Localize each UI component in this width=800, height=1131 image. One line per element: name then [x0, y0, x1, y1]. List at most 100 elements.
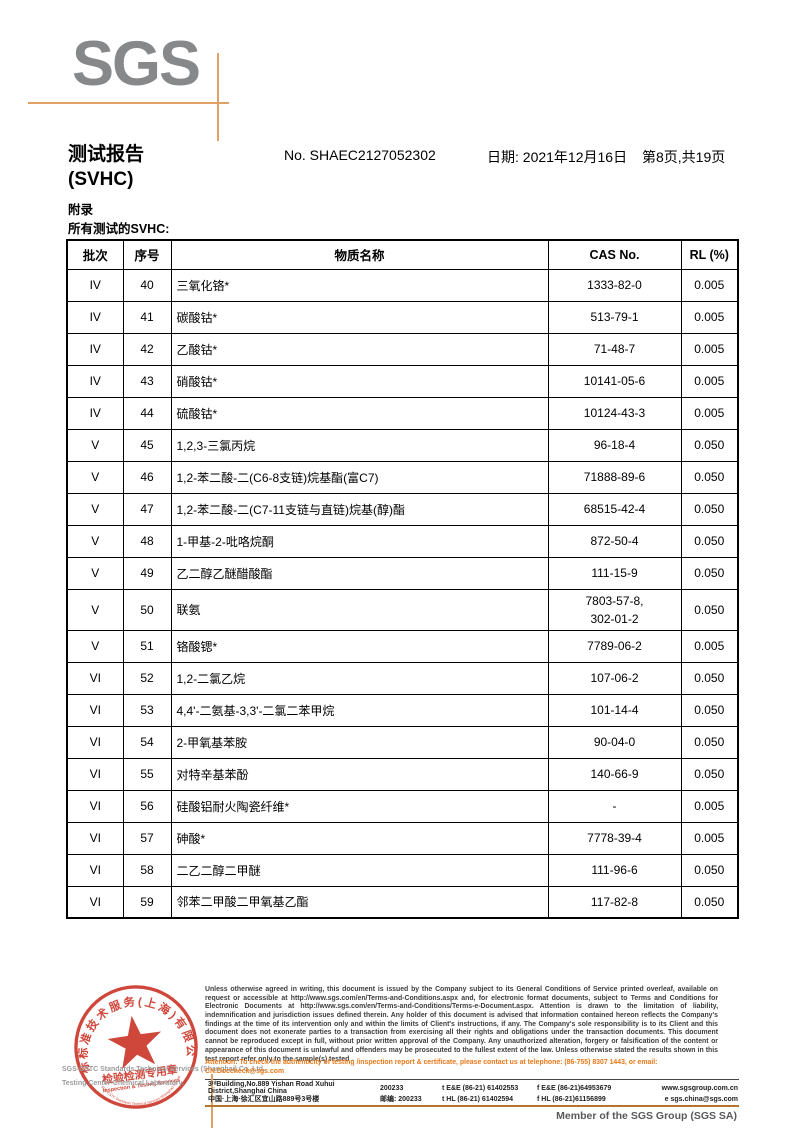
- report-title: 测试报告: [68, 144, 145, 165]
- phone-cn: t HL (86-21) 61402594: [442, 1095, 514, 1103]
- postcode-en: 200233: [380, 1084, 404, 1092]
- table-row: VI 58 二乙二醇二甲醚 111-96-6 0.050: [66, 853, 739, 887]
- cell-name: 硫酸钴*: [170, 396, 549, 430]
- stamp-star: [107, 1015, 162, 1069]
- inspection-stamp: 通标标准技术服务(上海)有限公司 检验检测专用章 Inspection & Te…: [64, 975, 200, 1112]
- cell-rl: 0.005: [680, 300, 739, 334]
- cell-batch: VI: [66, 821, 124, 855]
- website: www.sgsgroup.com.cn: [661, 1084, 738, 1092]
- cell-rl: 0.050: [680, 661, 739, 695]
- cell-name: 1-甲基-2-吡咯烷酮: [170, 524, 549, 558]
- postcode-cn: 邮编: 200233: [380, 1096, 422, 1103]
- cell-rl: 0.050: [680, 725, 739, 759]
- svhc-substances-table: 批次 序号 物质名称 CAS No. RL (%) IV 40 三氧化铬* 1333-82-0…: [66, 239, 739, 919]
- cell-rl: 0.050: [680, 460, 739, 494]
- cell-cas: 7778-39-4: [547, 821, 682, 855]
- cell-name: 硝酸钴*: [170, 364, 549, 398]
- attention-notice: Attention: To check the authenticity of …: [205, 1059, 658, 1075]
- cell-batch: VI: [66, 757, 124, 791]
- cell-batch: V: [66, 556, 124, 590]
- address-en: 3ʳᵈBuilding,No.889 Yishan Road Xuhui Dis…: [208, 1081, 335, 1095]
- cell-batch: V: [66, 460, 124, 494]
- column-header-4: RL (%): [680, 239, 739, 270]
- column-header-1: 序号: [122, 239, 172, 270]
- table-row: IV 43 硝酸钴* 10141-05-6 0.005: [66, 364, 739, 398]
- cell-name: 联氨: [170, 588, 549, 631]
- cell-cas: 71888-89-6: [547, 460, 682, 494]
- table-row: VI 56 硅酸铝耐火陶瓷纤维* -0.005: [66, 789, 739, 823]
- cell-batch: V: [66, 492, 124, 526]
- cell-no: 57: [122, 821, 172, 855]
- table-row: V 46 1,2-苯二酸-二(C6-8支链)烷基酯(富C7) 71888-89-6 0.…: [66, 460, 739, 494]
- company-name-line: SGS-CSTC Standards Technical Services (S…: [62, 1066, 265, 1073]
- cell-rl: 0.050: [680, 853, 739, 887]
- cell-cas: 140-66-9: [547, 757, 682, 791]
- table-row: VI 52 1,2-二氯乙烷 107-06-2 0.050: [66, 661, 739, 695]
- cell-no: 54: [122, 725, 172, 759]
- cell-no: 53: [122, 693, 172, 727]
- cell-cas: 1333-82-0: [547, 268, 682, 302]
- table-row: IV 41 碳酸钴* 513-79-1 0.005: [66, 300, 739, 334]
- cell-cas: 107-06-2: [547, 661, 682, 695]
- cell-rl: 0.050: [680, 556, 739, 590]
- cell-batch: V: [66, 588, 124, 631]
- appendix-label: 附录: [68, 203, 94, 217]
- cell-no: 45: [122, 428, 172, 462]
- table-row: V 45 1,2,3-三氯丙烷 96-18-4 0.050: [66, 428, 739, 462]
- column-header-2: 物质名称: [170, 239, 549, 270]
- cell-rl: 0.050: [680, 588, 739, 631]
- table-header-row: 批次 序号 物质名称 CAS No. RL (%): [66, 239, 739, 270]
- cell-no: 42: [122, 332, 172, 366]
- cell-batch: IV: [66, 300, 124, 334]
- cell-name: 1,2-苯二酸-二(C6-8支链)烷基酯(富C7): [170, 460, 549, 494]
- cell-name: 4,4'-二氨基-3,3'-二氯二苯甲烷: [170, 693, 549, 727]
- cell-name: 二乙二醇二甲醚: [170, 853, 549, 887]
- cell-name: 乙酸钴*: [170, 332, 549, 366]
- cell-rl: 0.005: [680, 332, 739, 366]
- cell-no: 56: [122, 789, 172, 823]
- cell-no: 51: [122, 629, 172, 663]
- table-row: V 47 1,2-苯二酸-二(C7-11支链与直链)烷基(醇)酯 68515-42-4…: [66, 492, 739, 526]
- cell-batch: V: [66, 428, 124, 462]
- cell-batch: VI: [66, 789, 124, 823]
- cell-name: 乙二醇乙醚醋酸酯: [170, 556, 549, 590]
- logo-crosshair-vertical: [217, 53, 219, 141]
- tested-svhc-label: 所有测试的SVHC:: [68, 222, 170, 236]
- cell-cas: -: [547, 789, 682, 823]
- table-row: IV 44 硫酸钴* 10124-43-3 0.005: [66, 396, 739, 430]
- cell-no: 55: [122, 757, 172, 791]
- address-cn: 中国·上海·徐汇区宜山路889号3号楼: [208, 1096, 320, 1103]
- cell-no: 40: [122, 268, 172, 302]
- cell-cas: 10124-43-3: [547, 396, 682, 430]
- page-indicator: 第8页,共19页: [642, 149, 726, 165]
- cell-no: 50: [122, 588, 172, 631]
- cell-cas: 111-15-9: [547, 556, 682, 590]
- cell-cas: 513-79-1: [547, 300, 682, 334]
- cell-rl: 0.050: [680, 757, 739, 791]
- cell-rl: 0.050: [680, 524, 739, 558]
- cell-rl: 0.050: [680, 885, 739, 919]
- cell-batch: IV: [66, 332, 124, 366]
- table-row: V 51 铬酸锶* 7789-06-2 0.005: [66, 629, 739, 663]
- table-row: VI 54 2-甲氧基苯胺 90-04-0 0.050: [66, 725, 739, 759]
- cell-rl: 0.005: [680, 396, 739, 430]
- cell-name: 2-甲氧基苯胺: [170, 725, 549, 759]
- cell-cas: 68515-42-4: [547, 492, 682, 526]
- footer-crosshair-vertical: [211, 1074, 213, 1128]
- table-row: VI 55 对特辛基苯酚 140-66-9 0.050: [66, 757, 739, 791]
- table-row: IV 40 三氧化铬* 1333-82-0 0.005: [66, 268, 739, 302]
- cell-batch: VI: [66, 885, 124, 919]
- cell-no: 49: [122, 556, 172, 590]
- table-row: VI 57 砷酸* 7778-39-4 0.005: [66, 821, 739, 855]
- cell-cas: 7803-57-8, 302-01-2: [547, 588, 682, 631]
- cell-rl: 0.050: [680, 428, 739, 462]
- stamp-ring: [74, 985, 198, 1109]
- table-row: VI 53 4,4'-二氨基-3,3'-二氯二苯甲烷 101-14-4 0.050: [66, 693, 739, 727]
- address-row-english: 3ʳᵈBuilding,No.889 Yishan Road Xuhui Dis…: [208, 1081, 738, 1095]
- sgs-group-member-line: Member of the SGS Group (SGS SA): [556, 1110, 737, 1122]
- footer-divider-top: [205, 1079, 739, 1080]
- cell-cas: 872-50-4: [547, 524, 682, 558]
- cell-cas: 111-96-6: [547, 853, 682, 887]
- report-number: No. SHAEC2127052302: [284, 147, 436, 163]
